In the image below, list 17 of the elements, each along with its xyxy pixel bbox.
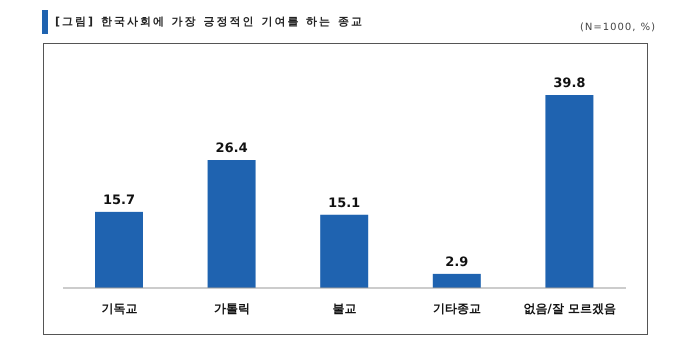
data-label: 26.4 xyxy=(216,140,248,156)
bar xyxy=(545,95,594,288)
x-tick-label: 기독교 xyxy=(101,302,138,316)
x-tick-label: 기타종교 xyxy=(433,302,482,316)
data-label: 39.8 xyxy=(553,76,586,91)
x-tick-label: 불교 xyxy=(332,302,356,316)
x-tick-label: 없음/잘 모르겠음 xyxy=(523,302,616,316)
bar xyxy=(320,214,368,288)
bar xyxy=(208,160,256,288)
x-tick-label: 가톨릭 xyxy=(214,302,250,316)
data-label: 15.1 xyxy=(328,196,360,211)
data-label: 15.7 xyxy=(102,192,136,208)
chart-subtitle: (N=1000, %) xyxy=(580,22,656,33)
bar xyxy=(432,274,481,288)
bar xyxy=(95,212,143,288)
data-label: 2.9 xyxy=(445,254,468,270)
chart-title: [그림] 한국사회에 가장 긍정적인 기여를 하는 종교 xyxy=(55,14,364,29)
